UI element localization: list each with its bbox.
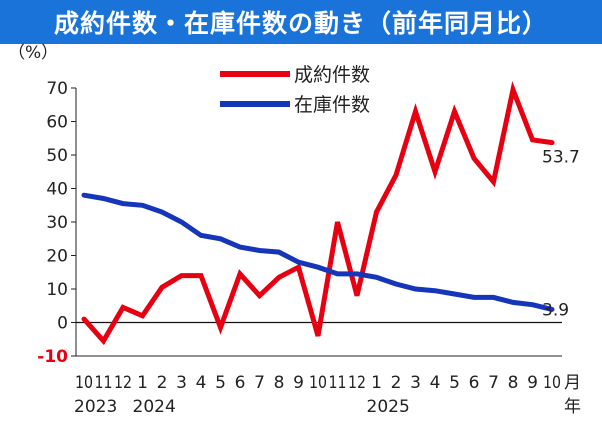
x-tick-label: 12 [348,373,366,393]
x-tick-label: 10 [75,373,93,393]
series-line-contract [81,80,555,346]
legend: 成約件数 在庫件数 [220,64,370,116]
x-tick-label: 12 [114,373,132,393]
y-tick-label: 20 [46,247,68,267]
x-tick-label: 6 [469,373,480,393]
x-year-label: 2024 [133,397,176,417]
x-tick-label: 9 [527,373,538,393]
x-tick-label: 3 [176,373,187,393]
x-tick-label: 10 [543,373,561,393]
y-tick-label: 0 [57,314,68,334]
x-tick-label: 6 [235,373,246,393]
x-axis-month-unit: 月 [564,373,581,393]
x-tick-label: 4 [196,373,207,393]
series-line-inventory [81,192,555,312]
y-axis: -10 0 10 20 30 40 50 60 70 [37,79,77,367]
y-tick-label: 10 [46,280,68,300]
x-tick-label: 7 [254,373,265,393]
chart-title: 成約件数・在庫件数の動き（前年同月比） [0,0,602,44]
y-tick-label: 70 [46,79,68,99]
x-tick-label: 4 [430,373,441,393]
x-tick-label: 11 [95,373,113,393]
y-tick-label: 40 [46,180,68,200]
series-group: 53.7 3.9 [81,80,580,346]
x-tick-label: 1 [137,373,148,393]
x-tick-label: 11 [329,373,347,393]
end-value-label: 3.9 [542,300,569,320]
end-value-label: 53.7 [542,148,580,168]
y-tick-label: -10 [37,347,68,367]
x-year-label: 2025 [367,397,410,417]
x-tick-label: 5 [215,373,226,393]
x-tick-label: 2 [391,373,402,393]
y-tick-label: 30 [46,213,68,233]
x-tick-label: 3 [410,373,421,393]
x-tick-label: 10 [309,373,327,393]
y-tick-label: 50 [46,146,68,166]
x-axis-year-unit: 年 [564,397,581,417]
x-tick-label: 8 [508,373,519,393]
x-tick-label: 1 [371,373,382,393]
legend-label-contract: 成約件数 [294,64,370,86]
x-tick-label: 2 [157,373,168,393]
x-year-label: 2023 [74,397,117,417]
legend-label-inventory: 在庫件数 [294,94,370,116]
y-axis-unit-label: （%） [8,43,58,63]
x-tick-label: 5 [449,373,460,393]
x-tick-label: 7 [488,373,499,393]
x-tick-label: 9 [293,373,304,393]
x-tick-label: 8 [274,373,285,393]
y-tick-label: 60 [46,113,68,133]
